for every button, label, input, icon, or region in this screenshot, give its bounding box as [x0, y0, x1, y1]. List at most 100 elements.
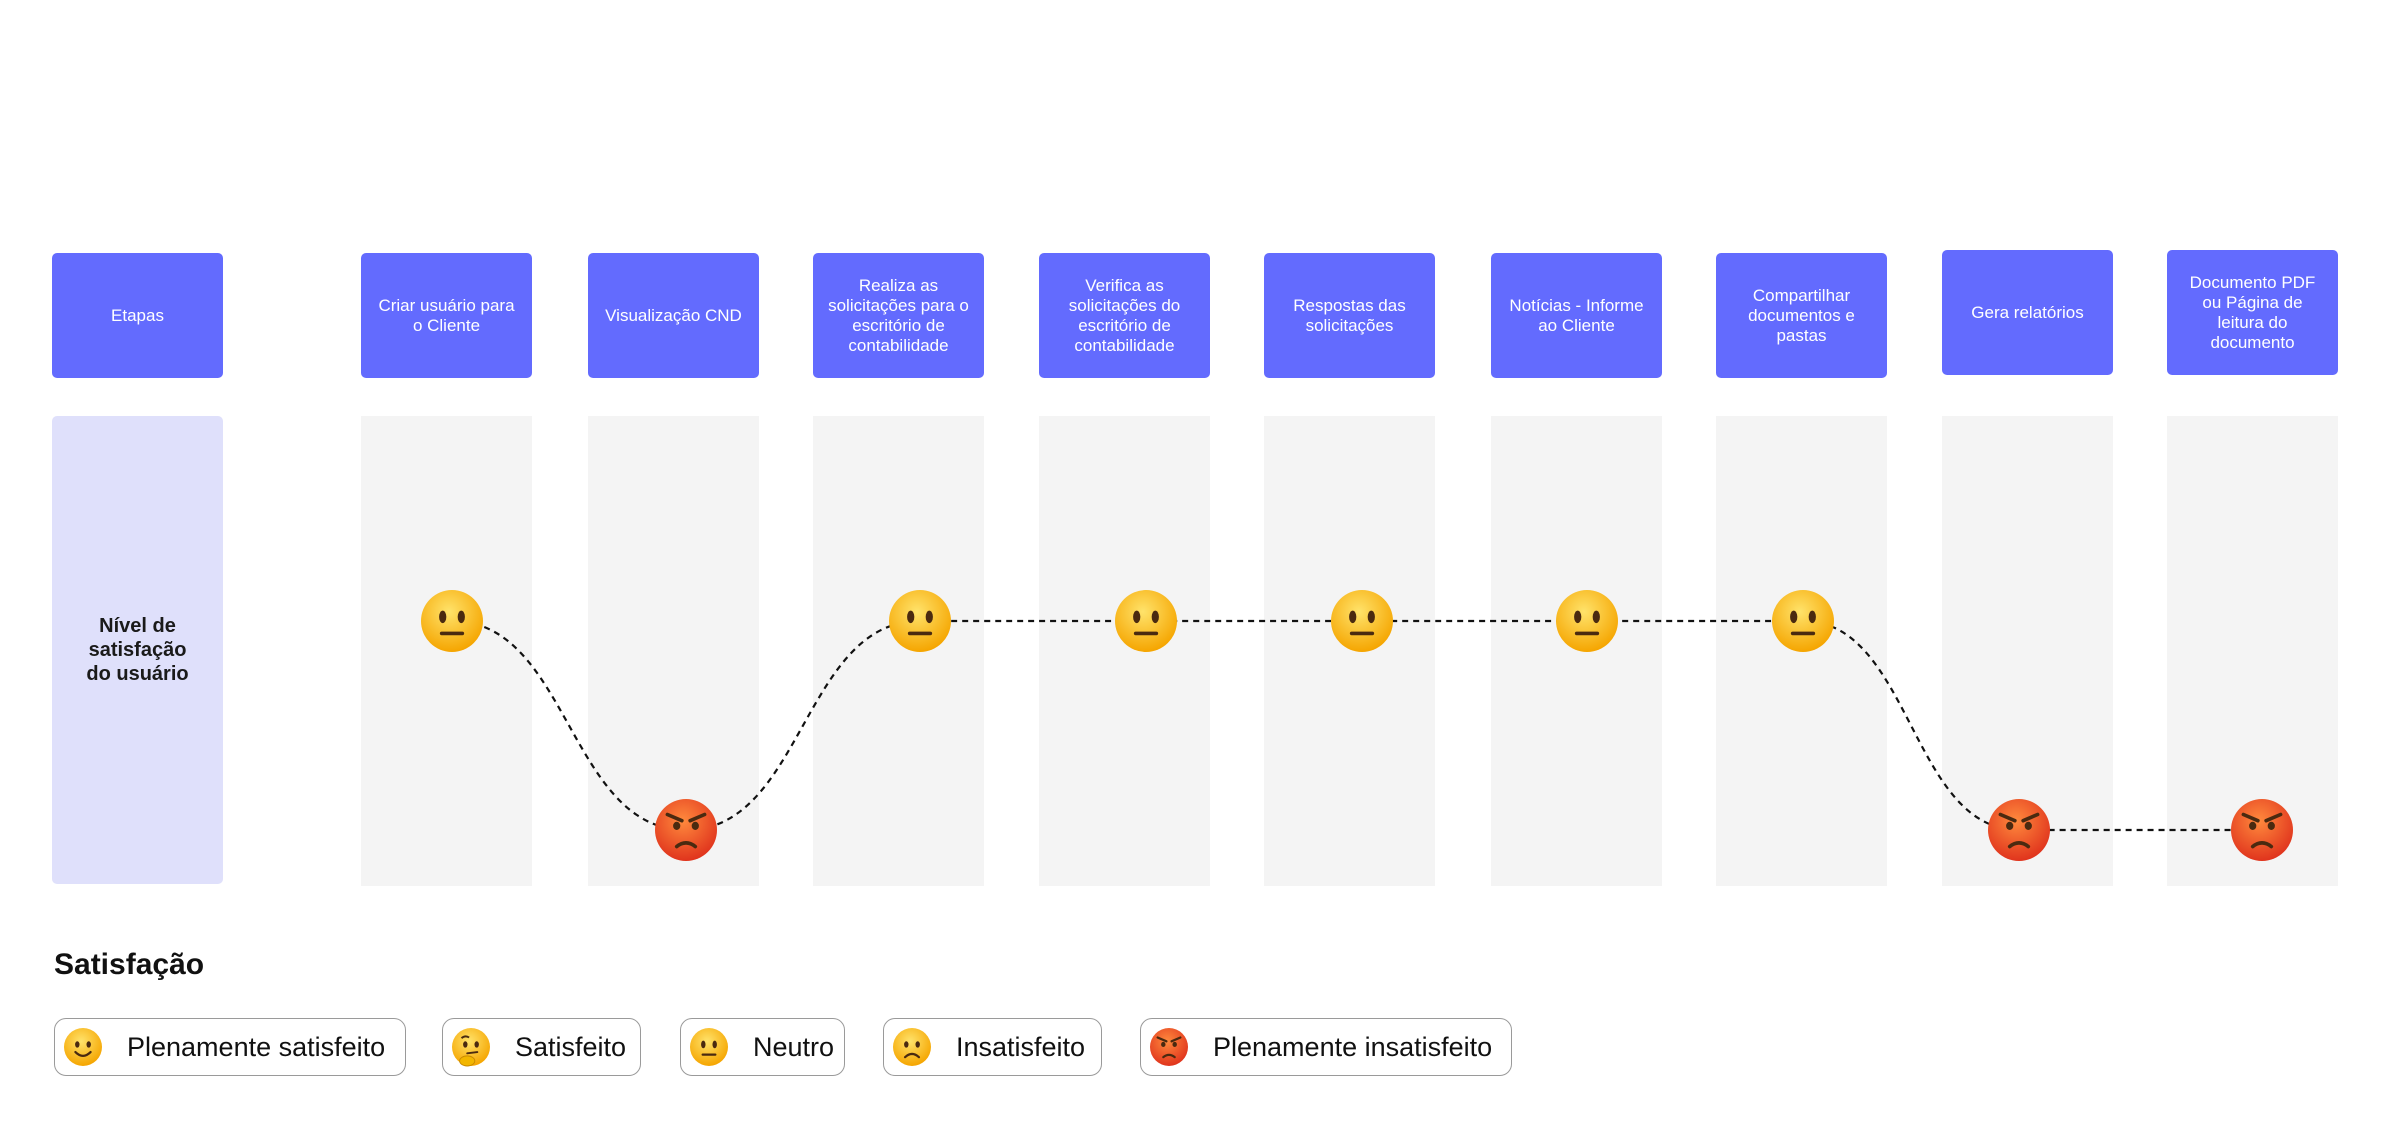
face [1331, 590, 1393, 652]
legend-label: Neutro [753, 1031, 835, 1062]
eye [701, 1040, 706, 1049]
stage-box: Criar usuário para o Cliente [361, 253, 532, 378]
emoji-neutral [1772, 590, 1834, 652]
face [1150, 1028, 1188, 1066]
stage-box: Gera relatórios [1942, 250, 2113, 375]
eye [2006, 821, 2014, 830]
stage-box: Documento PDF ou Página de leitura do do… [2167, 250, 2338, 375]
legend-label: Insatisfeito [956, 1031, 1086, 1062]
brow [665, 812, 684, 823]
satisfaction-row-label: Nível de satisfação do usuário [52, 416, 223, 884]
emoji-neutral [421, 590, 483, 652]
hand [459, 1055, 476, 1067]
eye [2249, 821, 2257, 830]
legend-title: Satisfação [54, 948, 205, 981]
mouth [1162, 1053, 1176, 1059]
eye [1790, 610, 1798, 624]
emoji-angry [1988, 799, 2050, 861]
legend-item: Insatisfeito [883, 1018, 1102, 1076]
legend-label: Plenamente insatisfeito [1213, 1031, 1493, 1062]
emoji-angry [2231, 799, 2293, 861]
legend-item: Plenamente satisfeito [54, 1018, 406, 1076]
eye [1592, 610, 1600, 624]
face [1115, 590, 1177, 652]
legend-item: Plenamente insatisfeito [1140, 1018, 1512, 1076]
mouth [903, 1052, 921, 1059]
face [655, 799, 717, 861]
emoji-neutral [889, 590, 951, 652]
face [1988, 799, 2050, 861]
stage-column [1264, 416, 1435, 886]
eye [474, 1041, 479, 1048]
eye [1808, 610, 1816, 624]
eye [904, 1041, 909, 1048]
eye [691, 821, 699, 830]
eye [1151, 610, 1159, 624]
stage-box: Verifica as solicitações do escritório d… [1039, 253, 1210, 378]
brow [2264, 812, 2283, 823]
emoji-neutral [1331, 590, 1393, 652]
journey-line [451, 619, 2262, 832]
stages-header: Etapas [52, 253, 223, 378]
eye [439, 610, 447, 624]
legend-item: Satisfeito [442, 1018, 641, 1076]
emoji-angry [1150, 1028, 1188, 1066]
eye [712, 1040, 717, 1049]
emoji-angry [655, 799, 717, 861]
stage-box: Respostas das solicitações [1264, 253, 1435, 378]
legend-label: Satisfeito [515, 1031, 627, 1062]
eye [1161, 1041, 1166, 1047]
brow [2241, 812, 2260, 823]
face [64, 1028, 102, 1066]
eye [907, 610, 915, 624]
emoji-frown [893, 1028, 931, 1066]
brow [1156, 1036, 1168, 1043]
mouth [2007, 841, 2031, 849]
face [1772, 590, 1834, 652]
mouth [2250, 841, 2274, 849]
stage-column [813, 416, 984, 886]
brow [2021, 812, 2040, 823]
emoji-neutral [1115, 590, 1177, 652]
eye [673, 821, 681, 830]
brow [1998, 812, 2017, 823]
eye [1349, 610, 1357, 624]
eye [463, 1041, 468, 1048]
eye [1574, 610, 1582, 624]
emoji-neutral [1556, 590, 1618, 652]
eye [86, 1041, 91, 1048]
mouth [466, 1051, 479, 1055]
face [421, 590, 483, 652]
eye [2267, 821, 2275, 830]
brow [688, 812, 707, 823]
face [889, 590, 951, 652]
brow [460, 1035, 470, 1039]
eye [457, 610, 465, 624]
face [1556, 590, 1618, 652]
stage-box: Compartilhar documentos e pastas [1716, 253, 1887, 378]
eye [1367, 610, 1375, 624]
legend-item: Neutro [680, 1018, 845, 1076]
stage-box: Realiza as solicitações para o escritóri… [813, 253, 984, 378]
stage-box: Notícias - Informe ao Cliente [1491, 253, 1662, 378]
stage-box: Visualização CND [588, 253, 759, 378]
stage-column [1491, 416, 1662, 886]
eye [1172, 1041, 1177, 1047]
stage-column [1039, 416, 1210, 886]
face [2231, 799, 2293, 861]
face [690, 1028, 728, 1066]
brow [1170, 1036, 1182, 1043]
eye [1133, 610, 1141, 624]
face [893, 1028, 931, 1066]
eye [2024, 821, 2032, 830]
emoji-think [452, 1028, 490, 1067]
emoji-smile [64, 1028, 102, 1066]
eye [915, 1041, 920, 1048]
emoji-neutral [690, 1028, 728, 1066]
mouth [74, 1050, 92, 1057]
eye [925, 610, 933, 624]
eye [75, 1041, 80, 1048]
legend-label: Plenamente satisfeito [127, 1031, 386, 1062]
